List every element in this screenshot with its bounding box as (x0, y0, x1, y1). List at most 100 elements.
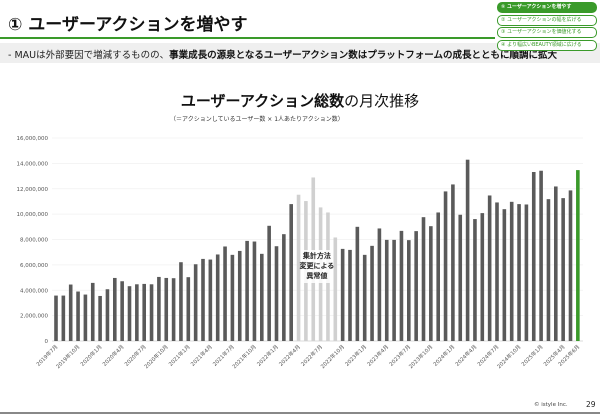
bar (282, 234, 286, 341)
bar (407, 240, 411, 341)
bar (113, 277, 117, 341)
x-tick-label: 2024年1月 (431, 343, 456, 368)
bar (164, 277, 169, 341)
bar (480, 213, 485, 341)
y-tick-label: 2,000,000 (20, 314, 48, 320)
bar (487, 195, 492, 341)
chart-title: ユーザーアクション総数の月次推移 (0, 90, 600, 111)
x-tick-label: 2020年1月 (78, 343, 103, 368)
summary-bold: 事業成長の源泉となるユーザーアクション数はプラットフォームの成長とともに順調に拡… (169, 50, 557, 61)
nav-item-1[interactable]: ① ユーザーアクションを増やす (497, 2, 597, 13)
bar (517, 204, 521, 341)
bar (54, 295, 58, 341)
x-tick-label: 2025年1月 (519, 343, 544, 368)
x-tick-label: 2020年7月 (123, 343, 148, 368)
bar (377, 228, 382, 341)
bar (289, 204, 293, 341)
bar (458, 214, 463, 341)
annotation-text: 変更による (300, 261, 335, 270)
copyright: © istyle Inc. (534, 402, 568, 408)
y-tick-label: 16,000,000 (17, 136, 49, 142)
y-tick-label: 6,000,000 (20, 263, 48, 269)
bar (554, 186, 558, 341)
bar (252, 241, 257, 341)
annotation-text: 集計方法 (302, 251, 331, 260)
x-tick-label: 2021年1月 (167, 343, 192, 368)
x-tick-label: 2019年7月 (34, 343, 59, 368)
y-tick-label: 10,000,000 (17, 212, 49, 218)
bar (186, 277, 191, 341)
bar (274, 246, 279, 341)
bar (157, 276, 161, 341)
annotation-text: 異常値 (306, 271, 327, 280)
y-tick-label: 8,000,000 (20, 238, 48, 244)
x-tick-label: 2024年10月 (495, 343, 522, 370)
bar (208, 259, 213, 341)
bar (83, 294, 88, 341)
x-tick-label: 2021年10月 (230, 343, 257, 370)
y-tick-label: 0 (45, 339, 49, 345)
x-tick-label: 2023年1月 (343, 343, 368, 368)
bar (245, 240, 249, 341)
footer-divider (0, 412, 600, 414)
bar (76, 291, 80, 341)
bar (98, 295, 102, 341)
bar (495, 202, 499, 341)
bar (576, 170, 580, 341)
bar (399, 230, 404, 341)
nav-item-4[interactable]: ④ より幅広いBEAUTY領域に広げる (497, 39, 597, 51)
bar (473, 219, 477, 341)
bar (451, 184, 455, 341)
bar (215, 254, 220, 341)
x-tick-label: 2021年4月 (189, 343, 214, 368)
x-tick-label: 2020年4月 (100, 343, 125, 368)
chart-subtitle: （＝アクションしているユーザー数 × 1人あたりアクション数） (170, 116, 344, 123)
bar (105, 289, 110, 341)
bar (414, 231, 418, 341)
bar (502, 209, 507, 341)
x-tick-label: 2024年4月 (453, 343, 478, 368)
x-tick-label: 2022年7月 (299, 343, 324, 368)
bar (340, 248, 345, 341)
bar (531, 172, 536, 341)
bar (568, 190, 573, 341)
bar (61, 295, 66, 341)
bar (370, 245, 374, 341)
x-tick-label: 2022年1月 (255, 343, 280, 368)
nav-item-3[interactable]: ③ ユーザーアクションを価値化する (497, 27, 597, 38)
summary-band (0, 43, 600, 63)
bar (120, 281, 124, 341)
bar (237, 250, 242, 341)
bar (179, 262, 183, 341)
x-tick-label: 2019年10月 (54, 343, 81, 370)
page-number: 29 (586, 400, 596, 409)
summary-prefix: - MAUは外部要因で増減するものの、 (8, 50, 170, 61)
bar (90, 282, 95, 341)
title-divider (0, 37, 495, 39)
bar (384, 239, 389, 341)
bar (149, 284, 154, 341)
annotation-bg (300, 250, 333, 283)
bar (546, 199, 551, 341)
bar (135, 284, 139, 341)
bar (524, 204, 529, 341)
x-tick-label: 2023年10月 (407, 343, 434, 370)
bar (223, 246, 227, 341)
bar (443, 191, 448, 341)
x-tick-label: 2023年4月 (365, 343, 390, 368)
x-tick-label: 2022年10月 (319, 343, 346, 370)
bar (68, 284, 73, 341)
bar (561, 198, 565, 341)
y-tick-label: 14,000,000 (17, 161, 49, 167)
y-tick-label: 4,000,000 (20, 288, 48, 294)
bar (296, 194, 301, 341)
chart-title-rest: の月次推移 (344, 92, 420, 110)
bar (348, 249, 352, 341)
nav-item-2[interactable]: ② ユーザーアクションの幅を広げる (497, 14, 597, 26)
bar (127, 286, 132, 341)
x-tick-label: 2023年7月 (387, 343, 412, 368)
bar (362, 254, 367, 341)
chart-title-bold: ユーザーアクション総数 (180, 92, 345, 110)
x-tick-label: 2021年7月 (211, 343, 236, 368)
x-tick-label: 2022年4月 (277, 343, 302, 368)
